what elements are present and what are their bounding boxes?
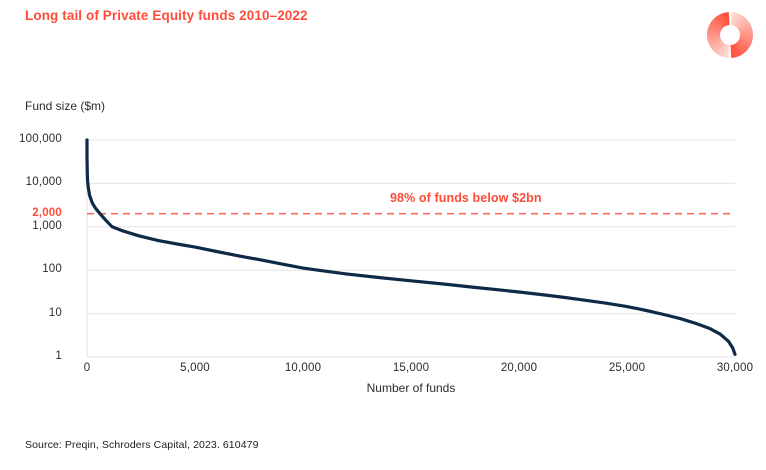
y-tick-label-accent: 2,000 [32, 206, 62, 219]
y-tick-label: 10,000 [25, 176, 62, 189]
x-tick-label: 10,000 [284, 362, 322, 374]
schroders-capital-logo-icon [707, 12, 753, 58]
x-tick-label: 0 [83, 362, 91, 374]
x-tick-label: 15,000 [392, 362, 430, 374]
x-tick-label: 5,000 [180, 362, 210, 374]
y-tick-label: 100 [42, 263, 62, 276]
x-tick-label: 25,000 [608, 362, 646, 374]
x-axis-title: Number of funds [366, 381, 456, 395]
y-tick-label: 100,000 [19, 133, 62, 145]
chart-title: Long tail of Private Equity funds 2010–2… [25, 8, 308, 23]
y-tick-label: 1 [55, 350, 62, 362]
x-tick-label: 20,000 [500, 362, 538, 374]
x-tick-label: 30,000 [716, 362, 754, 374]
source-note: Source: Preqin, Schroders Capital, 2023.… [25, 439, 259, 451]
fund-size-curve [85, 138, 737, 356]
reference-line-label: 98% of funds below $2bn [390, 191, 542, 205]
y-tick-label: 1,000 [32, 219, 62, 232]
y-axis-title: Fund size ($m) [25, 99, 106, 113]
y-tick-label: 10 [48, 306, 62, 319]
